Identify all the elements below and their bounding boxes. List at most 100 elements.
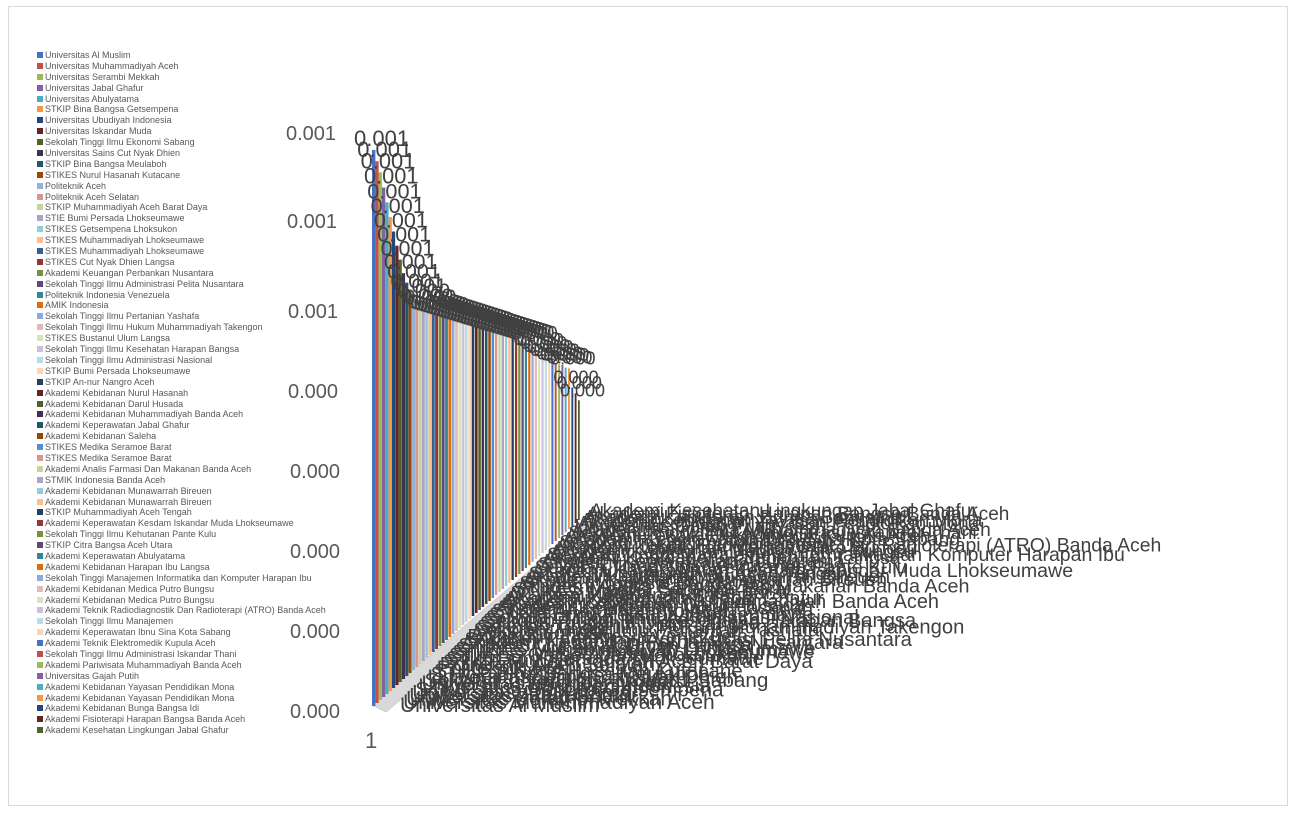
legend-item: Universitas Serambi Mekkah xyxy=(37,72,367,83)
bar xyxy=(491,332,495,598)
legend-label: Akademi Teknik Elektromedik Kupula Aceh xyxy=(45,638,216,649)
legend-label: Akademi Kebidanan Harapan Ibu Langsa xyxy=(45,561,210,572)
depth-axis-label: Akademi Kebidanan Muhammadiyah Banda Ace… xyxy=(501,591,939,613)
legend-swatch xyxy=(37,160,43,167)
bar xyxy=(385,202,389,694)
legend-item: STIKES Nurul Hasanah Kutacane xyxy=(37,170,367,181)
legend-swatch xyxy=(37,215,43,222)
data-label: 0.000 xyxy=(470,310,519,332)
data-label: 0.000 xyxy=(537,343,583,364)
legend-label: Akademi Analis Farmasi Dan Makanan Banda… xyxy=(45,463,252,474)
bar xyxy=(441,317,445,643)
legend-swatch xyxy=(37,378,43,385)
data-label: 0.000 xyxy=(447,304,498,326)
legend-item: Akademi Keperawatan Jabal Ghafur xyxy=(37,420,367,431)
bar xyxy=(465,324,468,622)
bar xyxy=(511,338,514,580)
data-label: 0.000 xyxy=(450,305,500,327)
data-label: 0.001 xyxy=(361,148,416,173)
depth-axis-label: Akademi Kebidanan Harapan Ibu Langsa xyxy=(544,547,901,569)
legend-label: Universitas Iskandar Muda xyxy=(45,126,152,137)
legend-swatch xyxy=(37,226,43,233)
legend-swatch xyxy=(37,302,43,309)
legend-item: STKIP Bina Bangsa Meulaboh xyxy=(37,159,367,170)
bar xyxy=(445,318,448,640)
bar xyxy=(564,367,567,532)
depth-axis-label: Akademi Teknik Elektromedik Kupula Aceh xyxy=(566,526,931,547)
bar xyxy=(544,357,547,550)
legend-label: Akademi Kebidanan Medica Putro Bungsu xyxy=(45,594,215,605)
data-label: 0.000 xyxy=(411,292,463,315)
depth-axis-label: Akademi Keuangan Perbankan Nusantara xyxy=(461,632,844,654)
data-label: 0.001 xyxy=(367,178,421,203)
depth-axis-label: Akademi Kebidanan Medica Putro Bungsu xyxy=(550,541,914,563)
data-label: 0.000 xyxy=(480,313,529,335)
legend-label: STKIP An-nur Nangro Aceh xyxy=(45,376,155,387)
y-tick-label: 0.000 xyxy=(290,541,340,563)
legend-label: AMIK Indonesia xyxy=(45,300,109,311)
legend-item: Akademi Keuangan Perbankan Nusantara xyxy=(37,268,367,279)
legend-swatch xyxy=(37,563,43,570)
legend-label: STKIP Citra Bangsa Aceh Utara xyxy=(45,540,173,551)
depth-axis-label: Akademi Kebidanan Yayasan Pendidikan Mon… xyxy=(578,514,980,535)
data-label: 0.000 xyxy=(454,305,504,327)
legend-item: Sekolah Tinggi Ilmu Administrasi Nasiona… xyxy=(37,355,367,366)
legend-item: Akademi Keperawatan Ibnu Sina Kota Saban… xyxy=(37,627,367,638)
bar xyxy=(541,356,544,553)
legend-label: STKIP Bina Bangsa Meulaboh xyxy=(45,158,167,169)
legend-swatch xyxy=(37,694,43,701)
legend-item: STIKES Muhammadiyah Lhokseumawe xyxy=(37,235,367,246)
depth-axis-label: Akademi Keperawatan Ibnu Sina Kota Saban… xyxy=(562,529,960,550)
legend-label: Politeknik Aceh xyxy=(45,180,107,191)
legend-item: Universitas Al Muslim xyxy=(37,50,367,61)
bar xyxy=(408,291,412,673)
legend-swatch xyxy=(37,552,43,559)
legend-label: Universitas Serambi Mekkah xyxy=(45,71,160,82)
legend-label: Politeknik Aceh Selatan xyxy=(45,191,140,202)
legend-swatch xyxy=(37,640,43,647)
legend-item: Akademi Kebidanan Munawarrah Bireuen xyxy=(37,497,367,508)
data-label: 0.000 xyxy=(437,301,488,323)
legend-label: Sekolah Tinggi Manajemen Informatika dan… xyxy=(45,572,312,583)
legend-label: Akademi Kebidanan Yayasan Pendidikan Mon… xyxy=(45,692,235,703)
legend-item: Sekolah Tinggi Ilmu Administrasi Pelita … xyxy=(37,279,367,290)
legend-swatch xyxy=(37,476,43,483)
depth-axis-label: STIKES Muhammadiyah Lhokseumawe xyxy=(452,641,814,664)
legend-swatch xyxy=(37,618,43,625)
bar xyxy=(574,393,577,523)
legend-item: Akademi Keperawatan Abulyatama xyxy=(37,551,367,562)
bars xyxy=(372,150,580,706)
data-label: 0.000 xyxy=(530,339,577,360)
legend-item: Sekolah Tinggi Ilmu Kehutanan Pante Kulu xyxy=(37,529,367,540)
legend-item: Akademi Teknik Elektromedik Kupula Aceh xyxy=(37,638,367,649)
bar xyxy=(398,259,402,682)
bar xyxy=(554,363,557,541)
bar xyxy=(428,313,432,655)
data-label: 0.000 xyxy=(504,321,552,342)
depth-axis-label: STIKES Getsempena Lhoksukon xyxy=(449,644,750,667)
bar xyxy=(494,333,498,595)
legend-swatch xyxy=(37,498,43,505)
legend-item: STKIP An-nur Nangro Aceh xyxy=(37,377,367,388)
legend-label: STIE Bumi Persada Lhokseumawe xyxy=(45,213,185,224)
legend-swatch xyxy=(37,204,43,211)
data-label: 0.001 xyxy=(371,193,425,218)
legend-swatch xyxy=(37,248,43,255)
depth-axis-label: Akademi Kebidanan Darul Husada xyxy=(498,594,806,616)
legend-item: STIKES Bustanul Ulum Langsa xyxy=(37,333,367,344)
legend-item: Akademi Pariwisata Muhammadiyah Banda Ac… xyxy=(37,660,367,671)
legend-label: STIKES Cut Nyak Dhien Langsa xyxy=(45,256,175,267)
legend-item: Akademi Kebidanan Bunga Bangsa Idi xyxy=(37,703,367,714)
data-label: 0.000 xyxy=(510,323,558,344)
data-label: 0.000 xyxy=(547,347,593,368)
legend-swatch xyxy=(37,150,43,157)
legend-swatch xyxy=(37,84,43,91)
legend-swatch xyxy=(37,444,43,451)
legend-swatch xyxy=(37,95,43,102)
data-labels: 0.0010.0010.0010.0010.0010.0010.0010.001… xyxy=(354,126,605,400)
depth-axis-label: STIKES Medika Seramoe Barat xyxy=(513,579,792,601)
depth-axis-label: Akademi Kebidanan Medica Putro Bungsu xyxy=(553,538,917,560)
bar xyxy=(551,360,554,544)
data-label: 0.000 xyxy=(487,315,536,337)
legend-item: Akademi Kebidanan Medica Putro Bungsu xyxy=(37,595,367,606)
